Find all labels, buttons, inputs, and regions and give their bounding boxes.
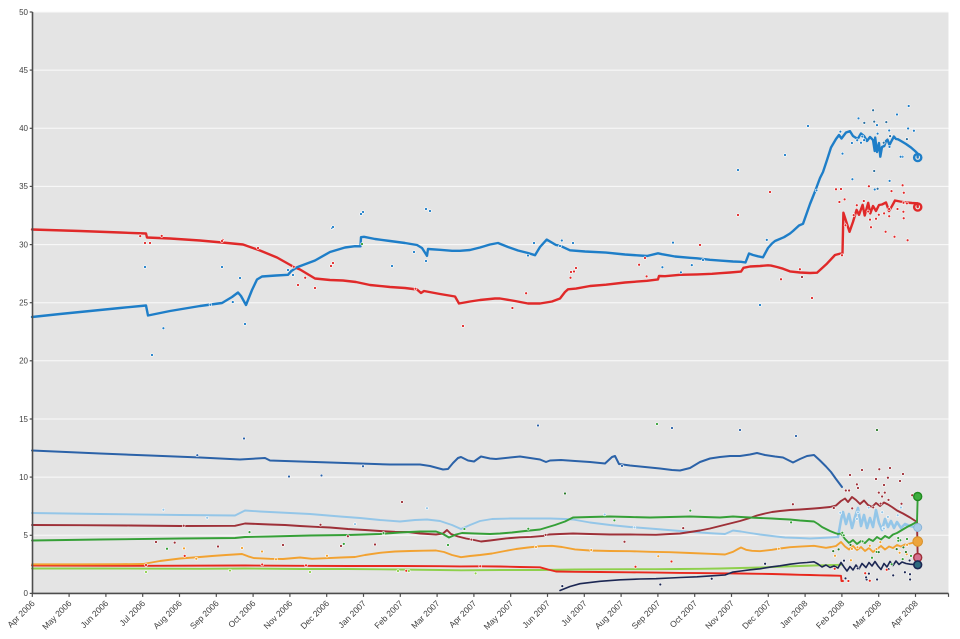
svg-text:30: 30 <box>19 240 28 249</box>
svg-text:15: 15 <box>19 415 28 424</box>
svg-text:20: 20 <box>19 357 28 366</box>
svg-text:10: 10 <box>19 473 28 482</box>
svg-text:5: 5 <box>24 531 29 540</box>
svg-text:25: 25 <box>19 299 28 308</box>
svg-text:50: 50 <box>19 8 28 17</box>
svg-text:0: 0 <box>24 589 29 598</box>
svg-text:40: 40 <box>19 124 28 133</box>
svg-text:35: 35 <box>19 182 28 191</box>
svg-text:45: 45 <box>19 66 28 75</box>
